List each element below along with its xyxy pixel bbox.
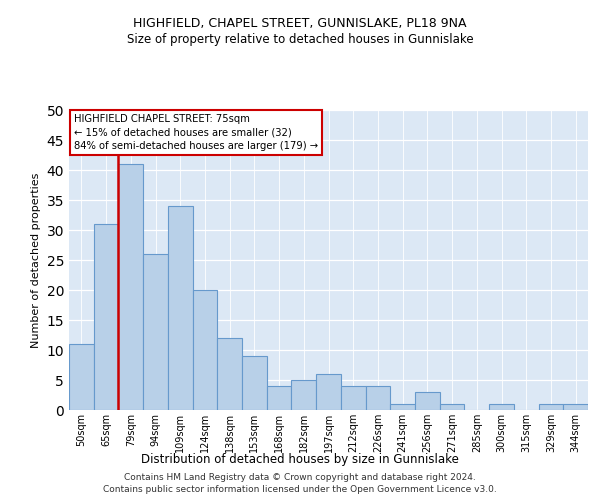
Text: HIGHFIELD, CHAPEL STREET, GUNNISLAKE, PL18 9NA: HIGHFIELD, CHAPEL STREET, GUNNISLAKE, PL… <box>133 18 467 30</box>
Bar <box>143 254 168 410</box>
Bar <box>489 404 514 410</box>
Bar <box>94 224 118 410</box>
Bar <box>193 290 217 410</box>
Bar <box>415 392 440 410</box>
Text: Size of property relative to detached houses in Gunnislake: Size of property relative to detached ho… <box>127 32 473 46</box>
Bar <box>242 356 267 410</box>
Bar <box>341 386 365 410</box>
Bar <box>69 344 94 410</box>
Text: Contains HM Land Registry data © Crown copyright and database right 2024.: Contains HM Land Registry data © Crown c… <box>124 472 476 482</box>
Y-axis label: Number of detached properties: Number of detached properties <box>31 172 41 348</box>
Text: Distribution of detached houses by size in Gunnislake: Distribution of detached houses by size … <box>141 452 459 466</box>
Bar <box>440 404 464 410</box>
Bar <box>217 338 242 410</box>
Text: Contains public sector information licensed under the Open Government Licence v3: Contains public sector information licen… <box>103 485 497 494</box>
Bar <box>390 404 415 410</box>
Bar <box>365 386 390 410</box>
Bar <box>563 404 588 410</box>
Bar <box>168 206 193 410</box>
Bar <box>292 380 316 410</box>
Text: HIGHFIELD CHAPEL STREET: 75sqm
← 15% of detached houses are smaller (32)
84% of : HIGHFIELD CHAPEL STREET: 75sqm ← 15% of … <box>74 114 319 151</box>
Bar <box>267 386 292 410</box>
Bar <box>316 374 341 410</box>
Bar <box>118 164 143 410</box>
Bar <box>539 404 563 410</box>
